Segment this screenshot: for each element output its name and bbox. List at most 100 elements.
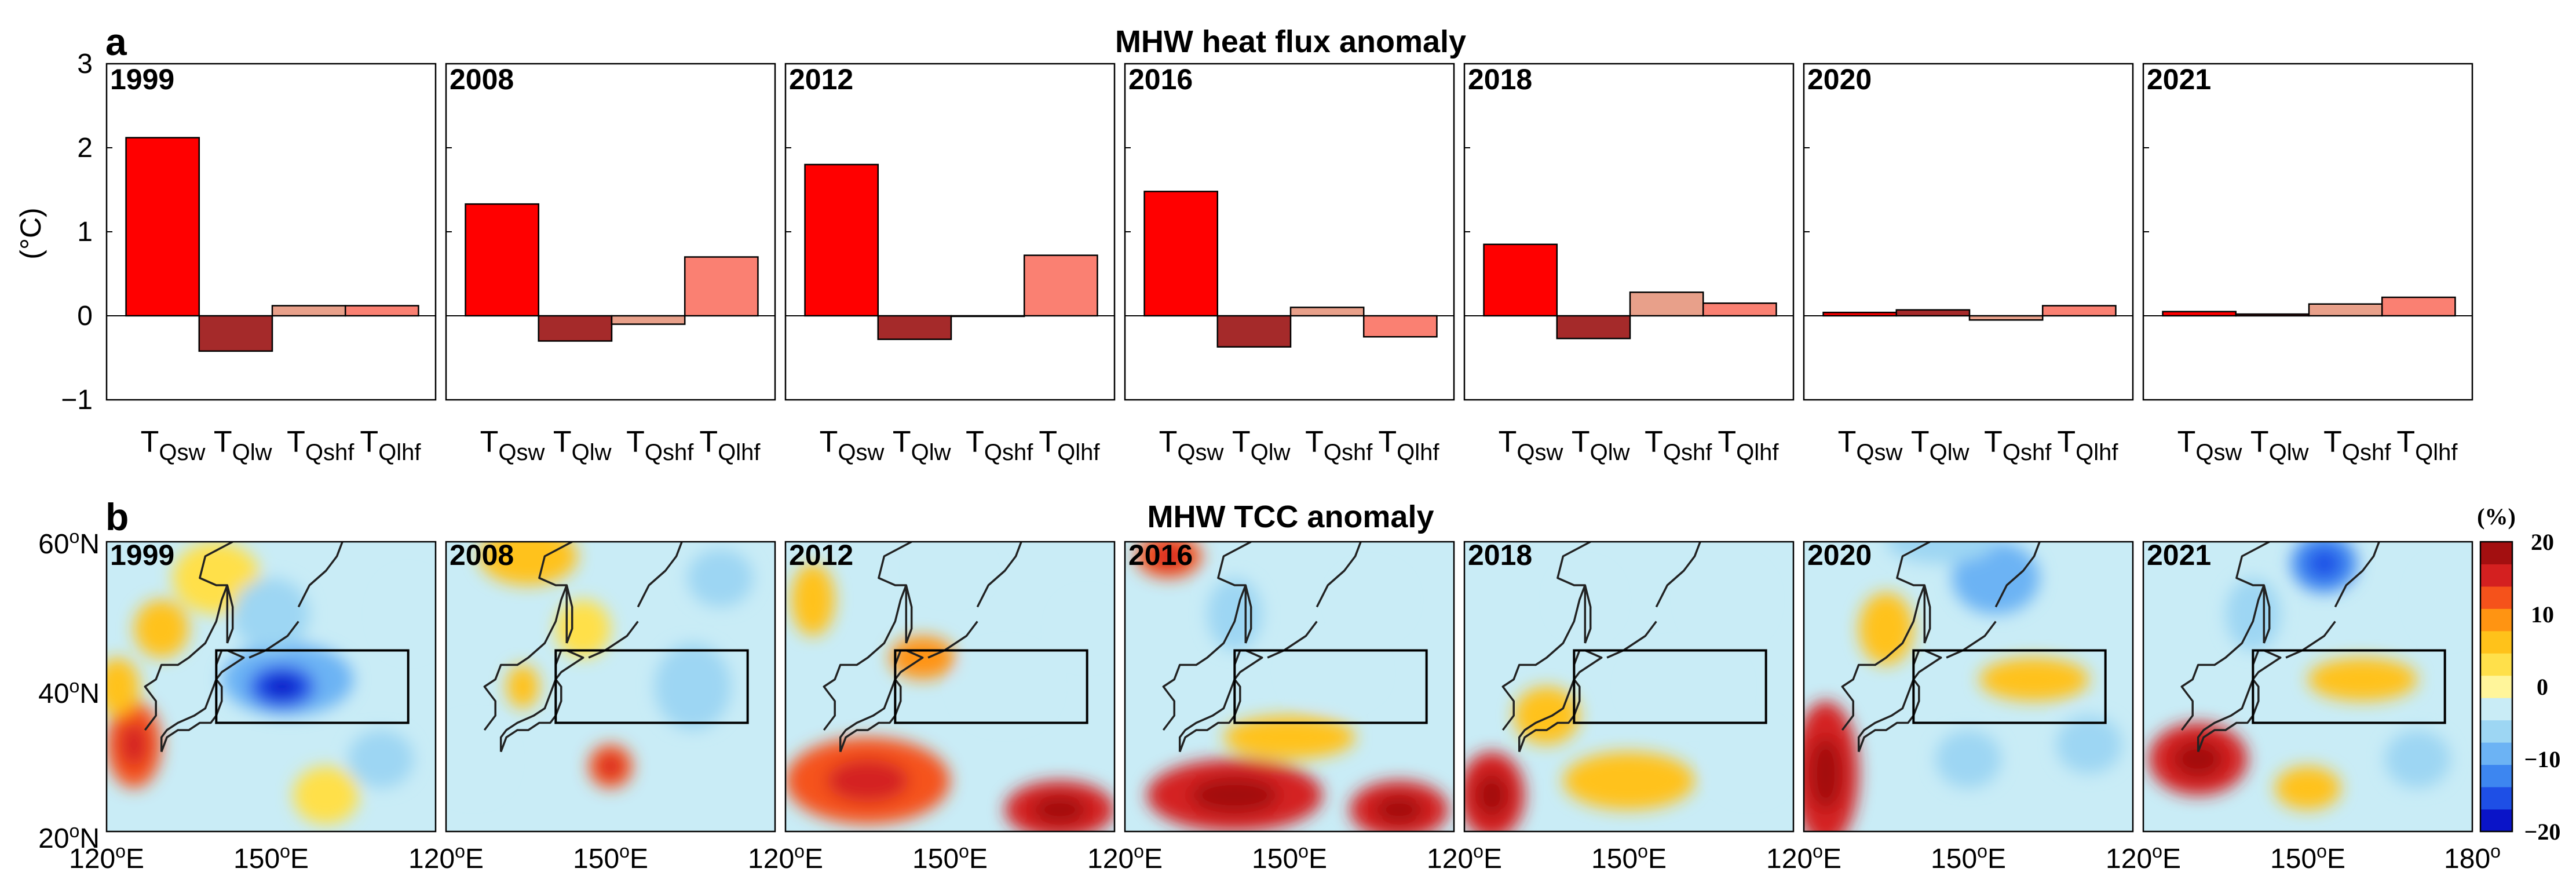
anomaly-core (827, 759, 909, 803)
map-frame (445, 541, 776, 833)
tcc-map-2021: 2021 (2142, 539, 2473, 833)
map-frame (784, 541, 1116, 833)
xcat-label: TQlhf (2396, 425, 2458, 465)
colorbar-tick-label: 0 (2537, 674, 2548, 700)
panel-a-letter: a (105, 20, 127, 63)
bar-1999-T_Qlw (198, 315, 273, 352)
lon-tick-label: 150oE (233, 841, 309, 874)
panel-b-title: MHW TCC anomaly (1147, 499, 1434, 534)
year-label: 1999 (110, 63, 174, 96)
anomaly-region (2417, 563, 2472, 636)
colorbar-swatch (2480, 608, 2512, 632)
map-frame (1463, 541, 1795, 833)
anomaly-region (232, 578, 310, 651)
bar-2018-T_Qshf (1629, 291, 1704, 317)
bar-1999-T_Qlhf (344, 305, 419, 317)
xcat-label: TQshf (626, 425, 694, 465)
anomaly-region (348, 730, 414, 788)
ytick-label: 3 (77, 49, 93, 79)
ytick-label: 0 (77, 301, 93, 331)
colorbar-tick-label: −20 (2524, 819, 2561, 845)
ytick-label: 2 (77, 133, 93, 163)
subplot-frame (2142, 63, 2473, 401)
coastline (2180, 542, 2380, 753)
anomaly-region (556, 600, 611, 658)
bar-subplot-2018: TQsw TQlw TQshf TQlhf 2018 (1463, 63, 1795, 465)
colorbar-swatch (2480, 675, 2512, 698)
anomaly-core (1190, 777, 1279, 814)
lon-tick-label: 120oE (1087, 841, 1163, 874)
bar-2012-T_Qsw (804, 163, 879, 317)
anomaly-region (1223, 716, 1355, 759)
anomaly-region (1689, 563, 1766, 636)
anomaly-region (791, 563, 835, 636)
lon-tick-label: 180o (2444, 841, 2501, 874)
anomaly-core (2308, 549, 2341, 578)
anomaly-region (917, 549, 983, 593)
xcat-label: TQlhf (1039, 425, 1100, 465)
xcat-label: TQshf (1984, 425, 2052, 465)
lon-tick-label: 150oE (573, 841, 648, 874)
tcc-map-2008: 2008 (445, 539, 776, 833)
bar-2016-T_Qlhf (1362, 315, 1438, 338)
anomaly-core (600, 755, 622, 778)
xcat-label: TQlw (2250, 425, 2309, 465)
xcat-label: TQsw (1159, 425, 1224, 465)
bar-2016-T_Qshf (1289, 307, 1365, 317)
anomaly-region (134, 600, 189, 658)
study-region-box (1233, 649, 1428, 724)
bar-2020-T_Qlw (1895, 309, 1971, 317)
colorbar-tick-label: 10 (2531, 601, 2554, 628)
ytick-label: 1 (77, 217, 93, 247)
xcat-label: TQlhf (2057, 425, 2118, 465)
year-label: 2008 (450, 63, 514, 96)
lon-tick-label: 150oE (1931, 841, 2006, 874)
study-region-box (1912, 649, 2107, 724)
anomaly-region (506, 665, 539, 709)
colorbar-swatch (2480, 720, 2512, 743)
bar-subplot-2012: TQsw TQlw TQshf TQlhf 2012 (784, 63, 1116, 465)
lon-tick-label: 120oE (69, 841, 144, 874)
lon-tick-label: 120oE (748, 841, 823, 874)
xcat-label: TQlw (214, 425, 272, 465)
map-year-label: 2021 (2147, 539, 2211, 571)
colorbar-swatch (2480, 542, 2512, 564)
lon-tick-label: 120oE (1766, 841, 1841, 874)
year-label: 2020 (1807, 63, 1872, 96)
colorbar-tick-label: −10 (2524, 746, 2561, 772)
colorbar-swatch (2480, 653, 2512, 676)
anomaly-core (1374, 795, 1424, 825)
bar-2018-T_Qlw (1556, 315, 1631, 340)
lon-tick-label: 150oE (912, 841, 988, 874)
bar-2012-T_Qlhf (1023, 254, 1098, 317)
tcc-map-1999: 1999 (105, 539, 437, 833)
anomaly-region (1952, 542, 2040, 614)
map-frame (1124, 541, 1455, 833)
xcat-label: TQlw (1911, 425, 1970, 465)
anomaly-core (1475, 774, 1508, 817)
anomaly-core (1809, 737, 1843, 810)
anomaly-core (120, 723, 148, 767)
lon-tick-label: 150oE (1591, 841, 1667, 874)
tcc-map-2020: 2020 (1803, 539, 2134, 833)
lon-tick-label: 120oE (1427, 841, 1502, 874)
map-frame (1803, 541, 2134, 833)
study-region-box (215, 649, 410, 724)
bar-subplot-1999: TQsw TQlw TQshf TQlhf 1999 (105, 63, 437, 465)
anomaly-region (293, 766, 359, 825)
colorbar-swatch (2480, 698, 2512, 721)
xcat-label: TQsw (141, 425, 206, 465)
bar-2020-T_Qlhf (2041, 305, 2117, 317)
bar-subplot-2020: TQsw TQlw TQshf TQlhf 2020 (1803, 63, 2134, 465)
year-label: 2018 (1468, 63, 1532, 96)
anomaly-region (1514, 687, 1580, 745)
xcat-label: TQlhf (360, 425, 421, 465)
panel-a-ylabel: (°C) (14, 207, 47, 259)
lat-tick-label: 60oN (38, 526, 100, 560)
lat-tick-label: 40oN (38, 676, 100, 709)
bar-subplot-2021: TQsw TQlw TQshf TQlhf 2021 (2142, 63, 2473, 465)
map-year-label: 2018 (1468, 539, 1532, 571)
xcat-label: TQsw (1838, 425, 1903, 465)
coastline (1841, 542, 2041, 753)
